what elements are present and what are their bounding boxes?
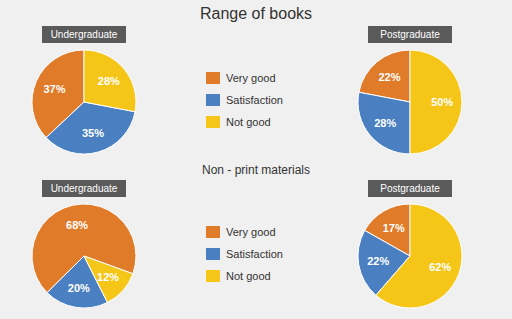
pie-slice: [46, 102, 135, 154]
chart-root: Range of books 37% 35% 28% Undergraduate Very…: [0, 0, 512, 319]
legend-label: Not good: [226, 116, 271, 128]
header-text: Undergraduate: [51, 29, 118, 40]
header-box: [368, 180, 452, 197]
data-label: 28%: [98, 75, 120, 87]
legend-label: Very good: [226, 226, 276, 238]
background: [0, 0, 512, 319]
header-box: [42, 180, 126, 197]
header-text: Postgraduate: [380, 29, 440, 40]
data-label: 50%: [431, 96, 453, 108]
data-label: 22%: [367, 255, 389, 267]
legend-swatch: [206, 116, 220, 128]
legend-label: Satisfaction: [226, 94, 283, 106]
header-box: [368, 26, 452, 43]
legend: Very good Satisfaction Not good: [206, 226, 283, 282]
pie-slice: [84, 256, 133, 302]
header-box: [42, 26, 126, 43]
header-text: Undergraduate: [51, 183, 118, 194]
pie: 68% 20% 12%: [32, 204, 136, 308]
pie: 22% 28% 50%: [358, 50, 462, 154]
legend-swatch: [206, 226, 220, 238]
data-label: 37%: [43, 83, 65, 95]
legend-swatch: [206, 72, 220, 84]
data-label: 28%: [374, 117, 396, 129]
legend-label: Satisfaction: [226, 248, 283, 260]
section-title: Range of books: [200, 5, 312, 22]
legend: Very good Satisfaction Not good: [206, 72, 283, 128]
data-label: 62%: [429, 261, 451, 273]
data-label: 68%: [66, 219, 88, 231]
pie-slice: [84, 50, 136, 112]
data-label: 35%: [82, 127, 104, 139]
pie-slice: [410, 50, 462, 154]
data-label: 17%: [383, 222, 405, 234]
data-label: 12%: [97, 271, 119, 283]
data-label: 20%: [68, 282, 90, 294]
pie-slice: [358, 92, 410, 154]
legend-label: Very good: [226, 72, 276, 84]
pie: 17% 22% 62%: [358, 204, 462, 308]
data-label: 22%: [378, 71, 400, 83]
legend-swatch: [206, 248, 220, 260]
header-text: Postgraduate: [380, 183, 440, 194]
legend-swatch: [206, 94, 220, 106]
section-title: Non - print materials: [202, 163, 310, 177]
legend-label: Not good: [226, 270, 271, 282]
legend-swatch: [206, 270, 220, 282]
pie: 37% 35% 28%: [32, 50, 136, 154]
